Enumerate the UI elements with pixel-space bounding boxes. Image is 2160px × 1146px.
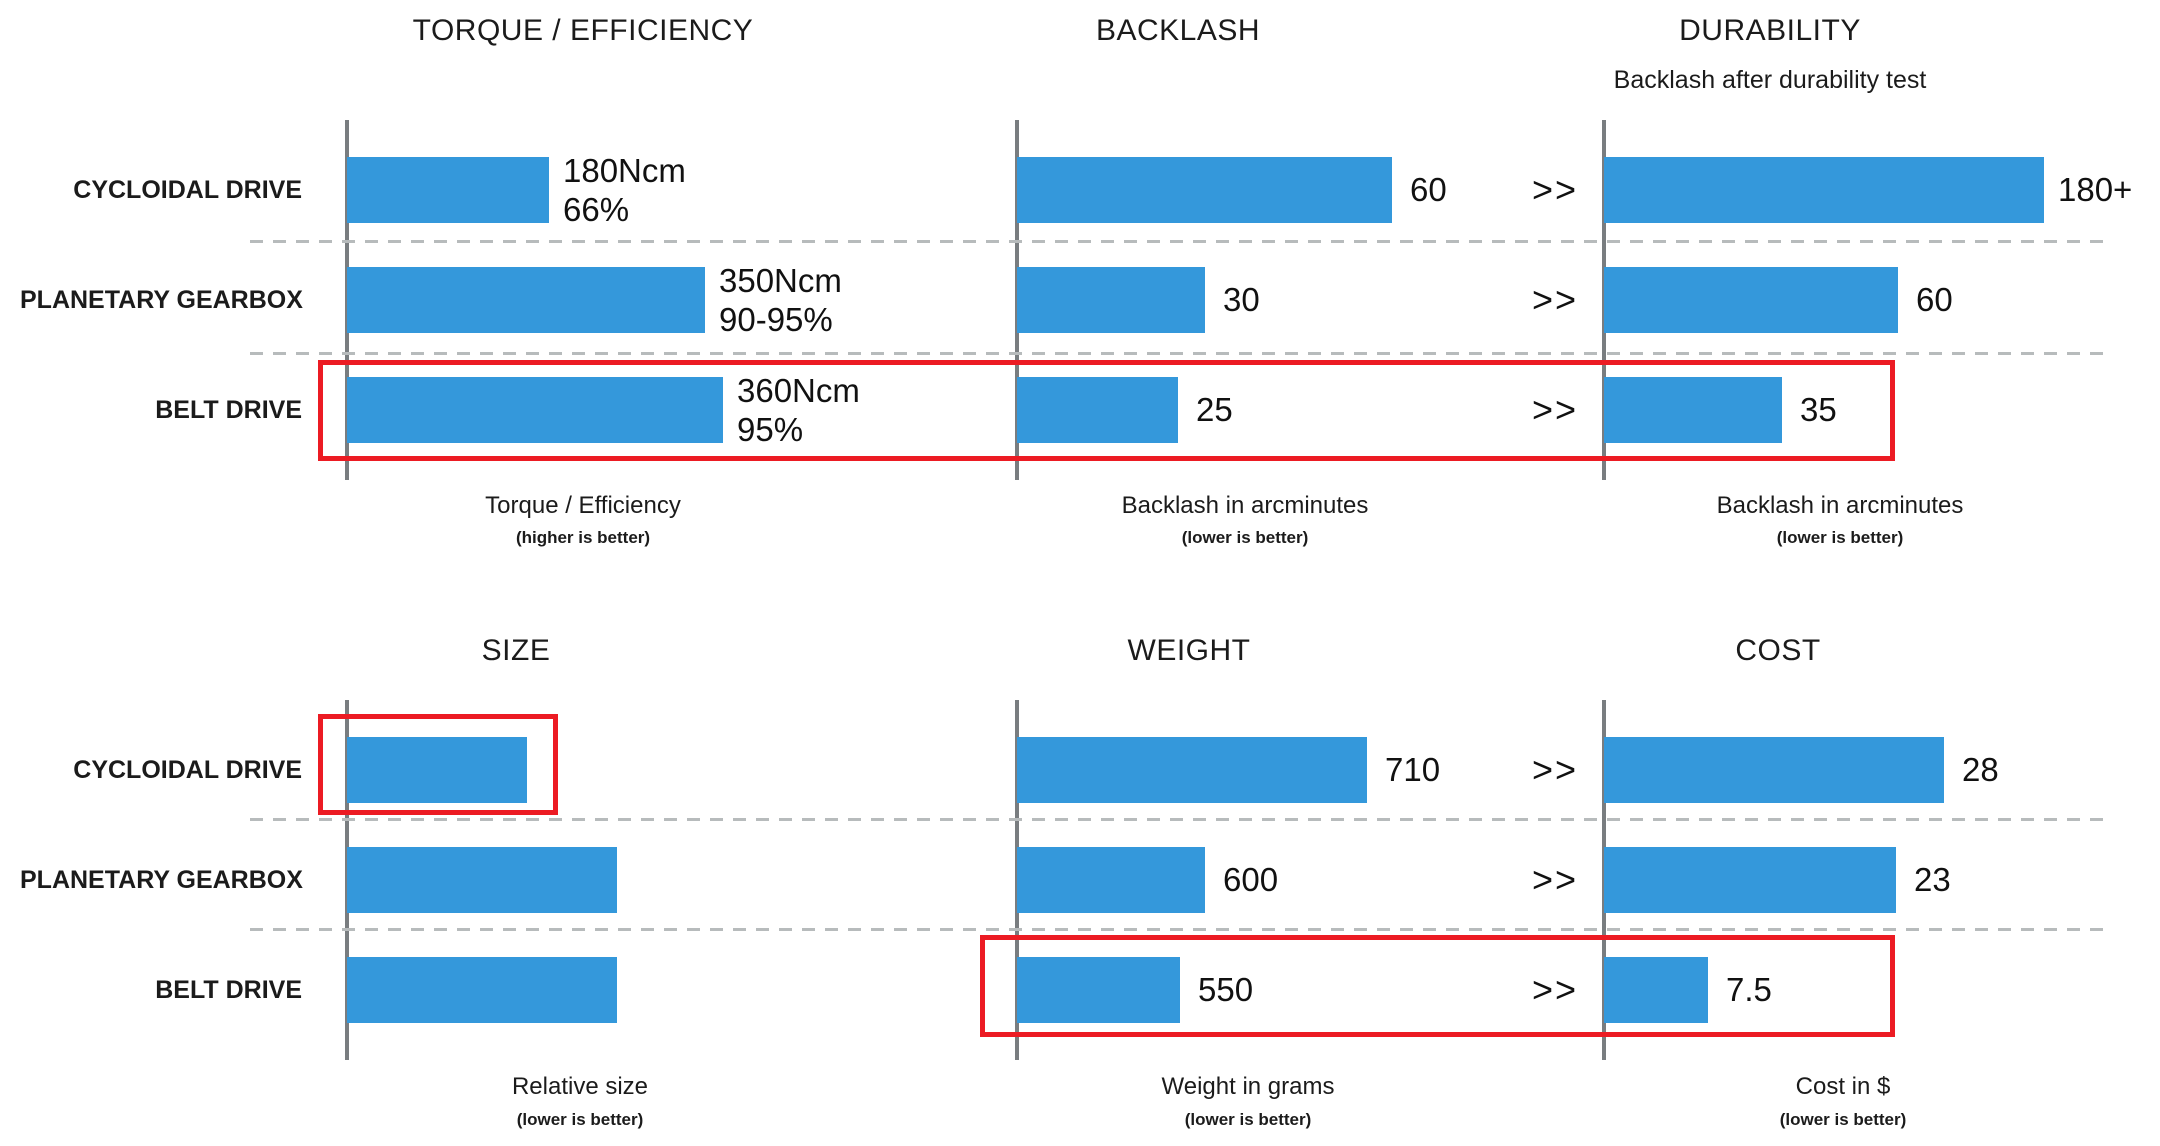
bar-backlash-cycloidal: [1017, 157, 1392, 223]
value-durability-belt: 35: [1800, 391, 1837, 428]
value-torque-planetary: 350Ncm 90-95%: [719, 261, 842, 339]
bar-cost-planetary: [1604, 847, 1896, 913]
bar-torque-belt: [347, 377, 723, 443]
value-torque-cycloidal: 180Ncm 66%: [563, 151, 686, 229]
value-line: 180Ncm: [563, 152, 686, 189]
comparison-arrow: >>: [1531, 279, 1579, 320]
bar-durability-belt: [1604, 377, 1782, 443]
comparison-arrow: >>: [1531, 169, 1579, 210]
comparison-arrow: >>: [1531, 389, 1579, 430]
axis-label-size: Relative size: [511, 1073, 649, 1100]
bar-weight-planetary: [1017, 847, 1205, 913]
axis-label-backlash: Backlash in arcminutes: [1121, 492, 1369, 519]
comparison-arrow: >>: [1531, 859, 1579, 900]
bar-durability-planetary: [1604, 267, 1898, 333]
bar-size-planetary: [347, 847, 617, 913]
axis-note-cost: (lower is better): [1779, 1110, 1907, 1129]
panel-title-size: SIZE: [481, 634, 551, 667]
row-label-cycloidal-top: CYCLOIDAL DRIVE: [73, 176, 302, 204]
row-label-belt-top: BELT DRIVE: [155, 396, 302, 424]
value-line: 95%: [737, 411, 804, 448]
value-weight-cycloidal: 710: [1385, 751, 1441, 788]
axis-label-cost: Cost in $: [1795, 1073, 1891, 1100]
bar-weight-cycloidal: [1017, 737, 1367, 803]
panel-subtitle-durability: Backlash after durability test: [1613, 66, 1927, 94]
axis-note-torque: (higher is better): [515, 528, 651, 547]
row-label-cycloidal-bottom: CYCLOIDAL DRIVE: [73, 756, 302, 784]
panel-title-durability: DURABILITY: [1679, 14, 1861, 47]
panel-title-weight: WEIGHT: [1127, 634, 1251, 667]
value-line: 360Ncm: [737, 372, 860, 409]
bar-torque-cycloidal: [347, 157, 549, 223]
highlight-box-belt-drive-bottom: [980, 935, 1895, 1037]
value-backlash-cycloidal: 60: [1410, 171, 1447, 208]
panel-title-backlash: BACKLASH: [1095, 14, 1261, 47]
axis-label-torque: Torque / Efficiency: [485, 492, 681, 519]
value-line: 90-95%: [719, 301, 833, 338]
bar-torque-planetary: [347, 267, 705, 333]
bar-backlash-planetary: [1017, 267, 1205, 333]
axis-note-backlash: (lower is better): [1181, 528, 1309, 547]
row-label-planetary-top: PLANETARY GEARBOX: [20, 286, 303, 314]
row-label-planetary-bottom: PLANETARY GEARBOX: [20, 866, 303, 894]
bar-size-belt: [347, 957, 617, 1023]
row-separator: [250, 928, 2108, 931]
axis-note-weight: (lower is better): [1184, 1110, 1312, 1129]
value-cost-cycloidal: 28: [1962, 751, 1999, 788]
value-weight-planetary: 600: [1223, 861, 1279, 898]
axis-note-size: (lower is better): [516, 1110, 644, 1129]
axis-label-durability: Backlash in arcminutes: [1716, 492, 1964, 519]
panel-title-cost: COST: [1735, 634, 1821, 667]
bar-durability-cycloidal: [1604, 157, 2044, 223]
value-cost-belt: 7.5: [1726, 971, 1772, 1008]
comparison-arrow: >>: [1531, 969, 1579, 1010]
value-durability-cycloidal: 180+: [2058, 171, 2133, 208]
value-backlash-belt: 25: [1196, 391, 1233, 428]
panel-title-torque: TORQUE / EFFICIENCY: [412, 14, 754, 47]
row-separator: [250, 240, 2108, 243]
value-weight-belt: 550: [1198, 971, 1254, 1008]
value-line: 66%: [563, 191, 630, 228]
axis-label-weight: Weight in grams: [1161, 1073, 1335, 1100]
bar-backlash-belt: [1017, 377, 1178, 443]
row-separator: [250, 818, 2108, 821]
value-backlash-planetary: 30: [1223, 281, 1260, 318]
row-separator: [250, 352, 2108, 355]
value-cost-planetary: 23: [1914, 861, 1951, 898]
value-line: 350Ncm: [719, 262, 842, 299]
value-durability-planetary: 60: [1916, 281, 1953, 318]
value-torque-belt: 360Ncm 95%: [737, 371, 860, 449]
bar-size-cycloidal: [347, 737, 527, 803]
comparison-arrow: >>: [1531, 749, 1579, 790]
highlight-box-belt-drive-top: [318, 360, 1895, 461]
axis-note-durability: (lower is better): [1776, 528, 1904, 547]
bar-cost-belt: [1604, 957, 1708, 1023]
bar-weight-belt: [1017, 957, 1180, 1023]
highlight-box-cycloidal-size: [318, 714, 558, 815]
row-label-belt-bottom: BELT DRIVE: [155, 976, 302, 1004]
bar-cost-cycloidal: [1604, 737, 1944, 803]
